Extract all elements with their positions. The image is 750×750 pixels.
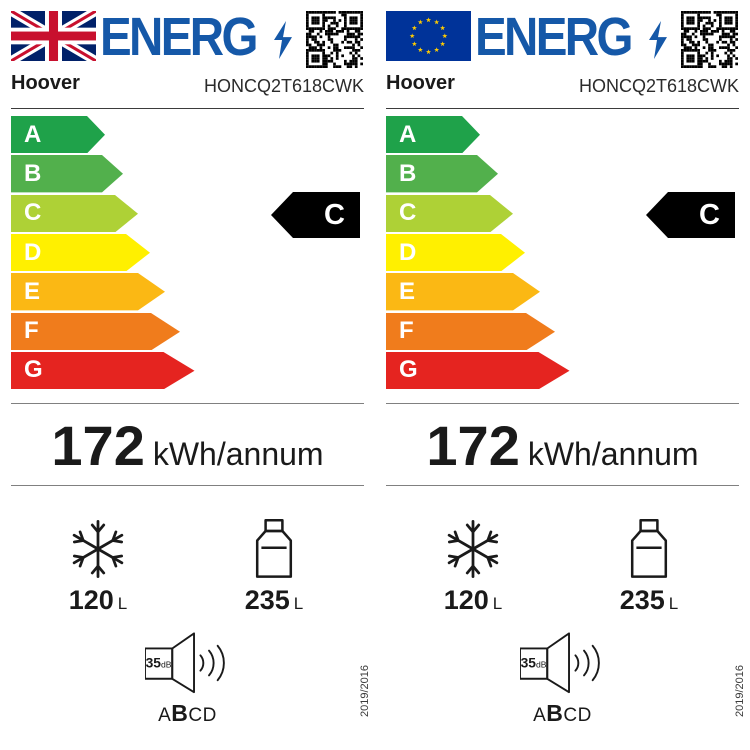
svg-text:35dB: 35dB xyxy=(520,654,546,670)
svg-text:35dB: 35dB xyxy=(145,654,171,670)
